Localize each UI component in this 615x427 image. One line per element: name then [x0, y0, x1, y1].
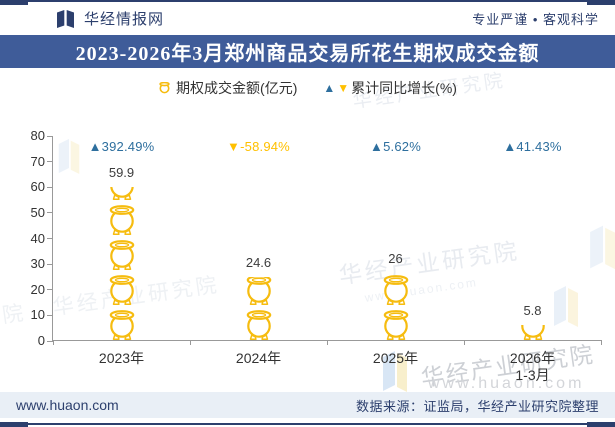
y-axis-tick [47, 238, 53, 239]
bar-column-2026: ▲41.43% 5.8 2026年 1-3月 [483, 136, 583, 383]
corner-cap [0, 422, 28, 427]
x-axis-label: 2023年 [98, 350, 145, 366]
x-axis-tick [326, 340, 328, 345]
x-axis-label: 2024年 [235, 350, 282, 366]
y-axis-tick-label: 70 [30, 153, 45, 169]
y-axis-tick-label: 10 [30, 307, 45, 323]
chart-legend: 期权成交金额(亿元) ▲ ▼ 累计同比增长(%) [0, 78, 615, 98]
y-axis-tick-label: 50 [30, 204, 45, 220]
bar-column-2023: ▲392.49% 59.9 2023年 [72, 136, 172, 366]
bar-value-label: 26 [388, 251, 403, 267]
footer-site-link[interactable]: www.huaon.com [16, 397, 119, 413]
bar-value-label: 24.6 [245, 254, 272, 270]
y-axis-tick [47, 263, 53, 265]
huaon-logo-icon [57, 9, 74, 28]
growth-annotation: ▲5.62% [370, 139, 421, 154]
y-axis-tick [47, 161, 53, 163]
y-axis-tick-label: 80 [30, 128, 45, 143]
jar-icon [246, 276, 271, 305]
x-axis-tick [52, 340, 54, 345]
pictorial-bar[interactable] [242, 276, 275, 340]
y-axis-tick [47, 314, 53, 316]
brand: 华经情报网 [55, 8, 164, 29]
bar-value-label: 5.8 [523, 303, 542, 319]
jar-icon [109, 240, 134, 270]
y-axis-tick-label: 20 [30, 281, 45, 297]
growth-annotation: ▼-58.94% [227, 139, 290, 154]
y-axis-tick-label: 30 [30, 256, 45, 272]
jar-icon [109, 310, 134, 340]
y-axis-tick [47, 135, 53, 137]
y-axis-tick-label: 0 [37, 333, 45, 348]
plot-area: ▲392.49% 59.9 2023年 ▼-58.94% 24.6 2024年 … [31, 128, 602, 383]
jar-icon [109, 275, 134, 305]
corner-cap [587, 422, 615, 427]
legend-label: 期权成交金额(亿元) [176, 80, 298, 96]
down-triangle-icon: ▼ [337, 81, 350, 95]
brand-name: 华经情报网 [84, 11, 165, 28]
y-axis-tick [47, 186, 53, 188]
legend-item-growth[interactable]: ▲ ▼ 累计同比增长(%) [323, 78, 457, 98]
y-axis-tick [47, 289, 53, 291]
corner-cap [0, 0, 28, 5]
x-axis-label: 2025年 [372, 350, 419, 366]
pictorial-bar[interactable] [516, 325, 549, 340]
legend-item-amount[interactable]: 期权成交金额(亿元) [158, 78, 297, 98]
jar-icon [383, 310, 408, 340]
up-triangle-icon: ▲ [323, 81, 336, 95]
x-axis-tick [600, 340, 602, 345]
y-axis-tick [47, 212, 53, 214]
growth-annotation: ▲392.49% [88, 139, 155, 154]
y-axis-tick [47, 340, 53, 342]
legend-label: 累计同比增长(%) [351, 80, 457, 96]
jar-icon [109, 186, 134, 200]
pictorial-bar[interactable] [379, 273, 412, 340]
x-axis-label: 2026年 1-3月 [509, 350, 556, 383]
chart-title: 2023-2026年3月郑州商品交易所花生期权成交金额 [75, 43, 540, 65]
y-axis-tick-label: 60 [30, 179, 45, 195]
jar-icon [383, 275, 408, 305]
footer: www.huaon.com 数据来源：证监局，华经产业研究院整理 [0, 392, 615, 418]
growth-annotation: ▲41.43% [503, 139, 562, 154]
x-axis-tick [189, 340, 191, 345]
slogan-text: 专业严谨 • 客观科学 [472, 12, 599, 27]
data-source-text: 数据来源：证监局，华经产业研究院整理 [355, 398, 599, 414]
bottom-border-line [0, 423, 615, 425]
corner-cap [587, 0, 615, 5]
jar-icon [159, 82, 170, 94]
jar-icon [109, 205, 134, 235]
top-border-line [0, 0, 615, 2]
title-bar: 2023-2026年3月郑州商品交易所花生期权成交金额 [0, 35, 615, 68]
header: 华经情报网 专业严谨 • 客观科学 [0, 2, 615, 35]
bar-value-label: 59.9 [108, 164, 135, 180]
y-axis-tick-label: 40 [30, 230, 45, 246]
bar-column-2025: ▲5.62% 26 2025年 [346, 136, 446, 366]
x-axis-tick [463, 340, 465, 345]
jar-icon [246, 310, 271, 340]
jar-icon [520, 325, 545, 340]
bar-column-2024: ▼-58.94% 24.6 2024年 [209, 136, 309, 366]
pictorial-bar[interactable] [105, 186, 138, 340]
